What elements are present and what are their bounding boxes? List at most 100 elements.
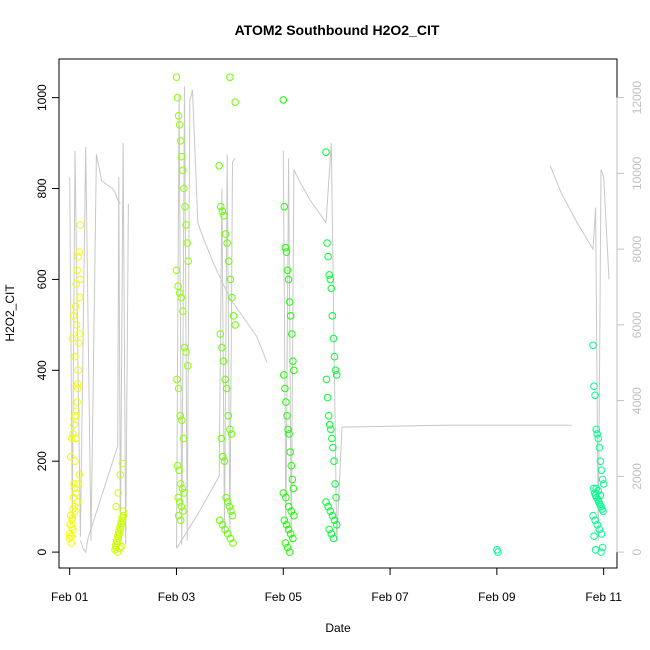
data-point-s6-24 xyxy=(326,507,335,516)
data-point-s3-9 xyxy=(181,202,189,211)
data-point-s6-9 xyxy=(330,352,339,361)
data-point-s1-14 xyxy=(72,407,81,416)
data-point-s6-7 xyxy=(328,312,337,320)
data-point-s1-20 xyxy=(76,293,84,302)
data-point-s3-29 xyxy=(178,484,187,493)
altitude-line-1 xyxy=(69,146,121,541)
chart-title: ATOM2 Southbound H2O2_CIT xyxy=(235,22,440,38)
data-point-s7-24 xyxy=(589,511,597,520)
data-point-s4-15 xyxy=(221,375,229,384)
data-point-s4-30 xyxy=(221,525,229,534)
data-point-s1-26 xyxy=(71,412,79,420)
data-point-s4-27 xyxy=(228,511,237,520)
data-point-s3-14 xyxy=(174,282,182,291)
data-point-s2-21 xyxy=(118,459,127,468)
data-point-s5-29 xyxy=(284,525,293,534)
y2-tick-label-6: 10000 xyxy=(630,156,644,190)
y-tick-label-6: 1000 xyxy=(35,84,49,111)
data-point-s4-34 xyxy=(226,73,234,81)
data-point-s7-27 xyxy=(595,525,604,534)
data-point-s4-13 xyxy=(218,343,226,352)
scatter-points xyxy=(65,73,608,556)
data-point-s1-3 xyxy=(66,511,75,520)
data-point-s5-14 xyxy=(282,398,290,406)
y-tick-label-4: 600 xyxy=(35,269,49,289)
data-point-s6-14 xyxy=(324,412,333,420)
y-tick-label-2: 200 xyxy=(35,451,49,471)
x-axis: Feb 01 Feb 03 Feb 05 Feb 07 Feb 09 Feb 11 xyxy=(51,567,622,604)
data-point-s7-35 xyxy=(597,548,605,556)
data-point-s3-24 xyxy=(178,416,186,425)
data-point-s1-24 xyxy=(69,430,77,438)
data-point-s2-11 xyxy=(112,536,121,545)
data-point-s6-29 xyxy=(327,530,336,538)
data-point-s3-16 xyxy=(177,293,186,302)
data-point-s3-7 xyxy=(179,166,187,175)
data-point-s7-32 xyxy=(596,491,605,500)
data-point-s3-32 xyxy=(175,498,184,506)
data-point-s4-6 xyxy=(223,239,231,247)
data-point-s1-36 xyxy=(71,507,79,516)
data-point-s4-23 xyxy=(222,493,230,502)
data-point-s4-1 xyxy=(215,162,223,170)
data-point-s4-24 xyxy=(223,498,232,506)
data-point-s4-22 xyxy=(220,457,229,466)
data-point-s6-16 xyxy=(327,425,335,434)
data-point-s7-26 xyxy=(593,521,602,529)
data-point-s4-33 xyxy=(229,539,237,547)
data-point-s6-26 xyxy=(330,516,339,525)
data-point-s5-5 xyxy=(283,266,292,275)
data-point-s6-28 xyxy=(325,525,334,534)
data-point-s6-6 xyxy=(327,284,336,293)
data-point-s4-14 xyxy=(219,357,228,366)
data-point-s3-4 xyxy=(175,121,184,129)
data-point-s7-14 xyxy=(589,484,598,493)
data-point-s7-29 xyxy=(590,532,598,541)
data-point-s5-16 xyxy=(284,425,292,434)
data-point-s5-17 xyxy=(285,430,293,438)
data-point-s7-25 xyxy=(591,516,599,525)
data-point-s1-44 xyxy=(75,471,84,479)
data-point-s4-12 xyxy=(216,330,225,338)
data-point-s3-26 xyxy=(173,461,182,470)
data-point-s4-25 xyxy=(225,502,234,511)
data-point-s1-9 xyxy=(70,480,78,488)
data-point-s4-35 xyxy=(231,98,239,106)
data-point-s5-31 xyxy=(289,534,297,543)
y-axis-label: H2O2_CIT xyxy=(3,284,17,342)
data-point-s3-30 xyxy=(180,489,188,497)
data-point-s3-1 xyxy=(172,73,181,81)
data-point-s1-39 xyxy=(67,539,76,547)
data-point-s6-13 xyxy=(323,393,332,402)
data-point-s6-1 xyxy=(322,148,330,156)
data-point-s4-3 xyxy=(218,207,227,215)
x-tick-label-2: Feb 03 xyxy=(158,590,196,604)
data-point-s1-35 xyxy=(68,516,77,525)
data-point-s4-16 xyxy=(222,384,231,393)
data-point-s1-29 xyxy=(74,252,82,261)
data-point-s5-1 xyxy=(279,96,288,104)
data-point-s1-6 xyxy=(68,514,77,522)
data-point-s4-19 xyxy=(227,430,236,438)
data-point-s7-30 xyxy=(592,484,601,493)
data-point-s6-8 xyxy=(329,334,338,343)
data-point-s2-23 xyxy=(116,544,124,553)
data-point-s1-31 xyxy=(76,221,85,229)
data-point-s5-6 xyxy=(284,275,293,284)
altitude-line-2 xyxy=(79,143,129,554)
data-point-s1-11 xyxy=(71,457,79,466)
data-point-s2-18 xyxy=(112,502,120,511)
data-point-s5-30 xyxy=(286,530,295,538)
data-point-s4-26 xyxy=(227,507,235,516)
data-point-s3-3 xyxy=(174,112,183,120)
data-point-s7-28 xyxy=(597,530,606,538)
data-point-s1-38 xyxy=(65,534,74,543)
data-point-s2-14 xyxy=(116,523,124,531)
data-point-s4-18 xyxy=(226,425,234,434)
data-point-s6-21 xyxy=(332,493,340,502)
data-point-s2-20 xyxy=(116,471,125,479)
data-point-s6-5 xyxy=(326,275,335,284)
data-point-s5-7 xyxy=(285,298,294,306)
x-tick-label-5: Feb 09 xyxy=(478,590,516,604)
data-point-s3-34 xyxy=(179,507,187,516)
